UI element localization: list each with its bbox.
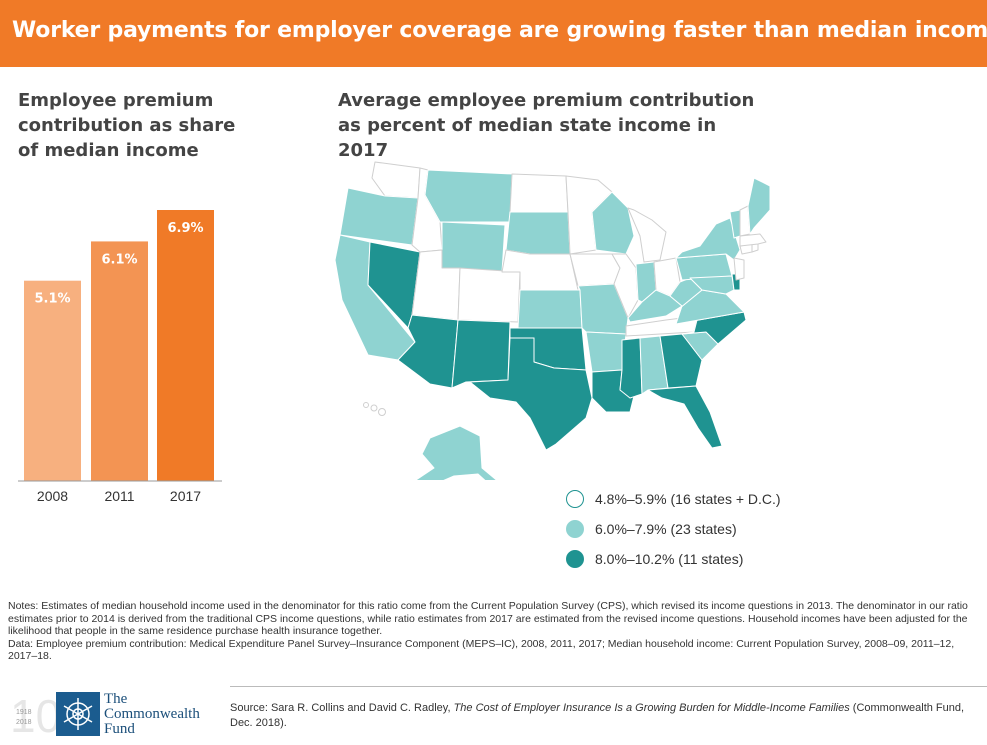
map-legend: 4.8%–5.9% (16 states + D.C.) 6.0%–7.9% (…: [566, 484, 781, 574]
bar-2017: [157, 210, 214, 481]
legend-item-low: 4.8%–5.9% (16 states + D.C.): [566, 484, 781, 514]
data-sources-text: Data: Employee premium contribution: Med…: [8, 637, 955, 663]
state-mt: [424, 169, 513, 223]
state-fl: [647, 385, 723, 449]
state-ms: [619, 337, 643, 399]
source-title: The Cost of Employer Insurance Is a Grow…: [453, 702, 850, 714]
bar-chart-title: Employee premium contribution as share o…: [18, 90, 236, 161]
state-ri: [751, 243, 759, 253]
source-citation: Source: Sara R. Collins and David C. Rad…: [230, 701, 970, 731]
state-ar: [585, 331, 627, 373]
state-nd: [509, 173, 569, 213]
header-banner: Worker payments for employer coverage ar…: [0, 0, 987, 67]
page-title: Worker payments for employer coverage ar…: [12, 18, 987, 43]
legend-swatch-mid: [566, 520, 584, 538]
state-hi-2: [370, 404, 378, 412]
bar-value-label-2011: 6.1%: [101, 252, 137, 267]
logo-line-2: Commonwealth: [104, 706, 200, 722]
state-me: [747, 177, 770, 235]
state-ma: [739, 233, 767, 247]
bar-value-label-2008: 5.1%: [34, 292, 70, 307]
state-wa: [371, 161, 421, 199]
state-nj: [733, 257, 745, 281]
legend-label-mid: 6.0%–7.9% (23 states): [595, 521, 737, 537]
source-prefix: Source: Sara R. Collins and David C. Rad…: [230, 702, 454, 714]
bar-2011: [91, 241, 148, 481]
map-title: Average employee premium contribution as…: [338, 90, 755, 161]
bar-category-label-2017: 2017: [170, 488, 201, 504]
bar-2008: [24, 280, 81, 481]
commonwealth-fund-logo: 10 1918 2018 The Commonwealth Fund: [8, 688, 223, 740]
bar-category-label-2008: 2008: [37, 488, 68, 504]
state-hi-1: [363, 402, 369, 408]
legend-swatch-low: [566, 490, 584, 508]
state-nm: [451, 319, 511, 389]
state-il: [611, 253, 639, 319]
bar-value-label-2017: 6.9%: [167, 221, 203, 236]
logo-wordmark: The Commonwealth Fund: [104, 692, 200, 737]
state-wi: [591, 191, 635, 255]
logo-line-1: The: [104, 691, 128, 707]
legend-item-mid: 6.0%–7.9% (23 states): [566, 514, 781, 544]
legend-label-low: 4.8%–5.9% (16 states + D.C.): [595, 491, 781, 507]
snowflake-icon: [56, 692, 100, 736]
state-co: [457, 267, 521, 323]
logo-line-3: Fund: [104, 721, 135, 737]
bar-chart: 5.1% 2008 6.1% 2011 6.9% 2017: [18, 210, 222, 504]
centennial-mark-icon: 10 1918 2018: [10, 690, 56, 738]
notes: Notes: Estimates of median household inc…: [8, 600, 986, 663]
state-ga: [659, 333, 703, 389]
state-tx: [469, 337, 593, 451]
notes-text: Notes: Estimates of median household inc…: [8, 600, 968, 637]
svg-text:10: 10: [10, 690, 56, 738]
state-hi-3: [378, 408, 386, 416]
state-ak: [415, 425, 498, 480]
state-md: [689, 275, 735, 295]
legend-swatch-high: [566, 550, 584, 568]
logo-year-bottom: 2018: [16, 719, 32, 726]
state-sd: [505, 211, 571, 255]
state-wy: [441, 221, 506, 273]
state-ny: [675, 217, 741, 261]
footer-divider: [230, 686, 987, 687]
source-suffix: (Commonwealth Fund, Dec. 2018).: [230, 702, 965, 729]
us-choropleth-map: [334, 161, 770, 480]
legend-label-high: 8.0%–10.2% (11 states): [595, 551, 744, 567]
legend-item-high: 8.0%–10.2% (11 states): [566, 544, 781, 574]
state-ks: [517, 289, 583, 329]
state-mi: [627, 207, 667, 263]
state-ia: [569, 253, 621, 287]
logo-year-top: 1918: [16, 709, 32, 716]
bar-category-label-2011: 2011: [104, 488, 134, 504]
